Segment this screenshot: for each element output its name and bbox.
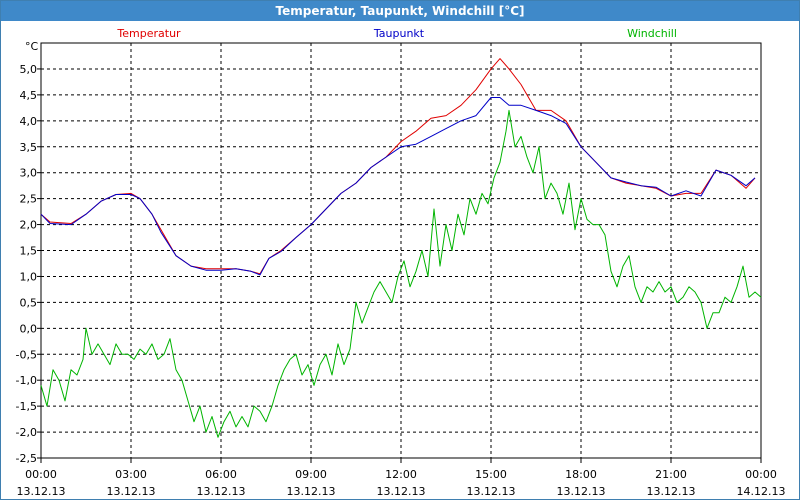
- y-tick-label: 5,0: [20, 63, 38, 76]
- y-tick-label: 3,0: [20, 167, 38, 180]
- x-tick-date-label: 13.12.13: [287, 485, 336, 498]
- x-tick-date-label: 13.12.13: [17, 485, 66, 498]
- series-line-temperatur: [40, 58, 756, 275]
- x-tick-date-label: 13.12.13: [557, 485, 606, 498]
- x-tick-date-label: 13.12.13: [197, 485, 246, 498]
- window-title: Temperatur, Taupunkt, Windchill [°C]: [1, 1, 799, 21]
- legend-entry-windchill: Windchill: [627, 27, 677, 40]
- x-tick-time-label: 21:00: [655, 468, 687, 481]
- y-tick-label: 4,0: [20, 115, 38, 128]
- x-tick-time-label: 03:00: [115, 468, 147, 481]
- y-tick-label: 0,5: [20, 296, 38, 309]
- y-tick-label: 3,5: [20, 141, 38, 154]
- y-tick-label: -2,5: [16, 452, 37, 465]
- x-tick-date-label: 13.12.13: [647, 485, 696, 498]
- y-axis-label: °C: [25, 40, 39, 53]
- legend-entry-temperatur: Temperatur: [116, 27, 181, 40]
- line-chart: 5,0 4,5 4,0 3,5 3,0 2,5 2,0 1,5 1,0 0,5 0,0 -0,5 -1,…: [16, 27, 786, 498]
- grid: [41, 43, 761, 459]
- x-tick-date-label: 13.12.13: [377, 485, 426, 498]
- y-tick-label: 2,5: [20, 193, 38, 206]
- y-tick-label: 2,0: [20, 219, 38, 232]
- x-tick-time-label: 15:00: [475, 468, 507, 481]
- y-tick-label: 1,5: [20, 245, 38, 258]
- x-tick-time-label: 00:00: [25, 468, 57, 481]
- series: [40, 58, 762, 438]
- y-tick-label: 1,0: [20, 270, 38, 283]
- x-tick-time-label: 09:00: [295, 468, 327, 481]
- x-tick-date-label: 14.12.13: [737, 485, 786, 498]
- x-tick-date-label: 13.12.13: [467, 485, 516, 498]
- x-tick-time-label: 00:00: [745, 468, 777, 481]
- x-tick-date-label: 13.12.13: [107, 485, 156, 498]
- y-tick-label: -1,5: [16, 400, 37, 413]
- legend-entry-taupunkt: Taupunkt: [373, 27, 425, 40]
- series-line-taupunkt: [40, 97, 756, 276]
- axes: 5,0 4,5 4,0 3,5 3,0 2,5 2,0 1,5 1,0 0,5 0,0 -0,5 -1,…: [16, 40, 786, 498]
- y-tick-label: -0,5: [16, 348, 37, 361]
- x-tick-time-label: 06:00: [205, 468, 237, 481]
- legend: Temperatur Taupunkt Windchill: [116, 27, 677, 40]
- y-tick-label: -1,0: [16, 374, 37, 387]
- x-tick-time-label: 18:00: [565, 468, 597, 481]
- series-line-windchill: [40, 109, 762, 438]
- x-tick-time-label: 12:00: [385, 468, 417, 481]
- y-tick-label: 4,5: [20, 89, 38, 102]
- y-tick-label: 0,0: [20, 322, 38, 335]
- y-tick-label: -2,0: [16, 426, 37, 439]
